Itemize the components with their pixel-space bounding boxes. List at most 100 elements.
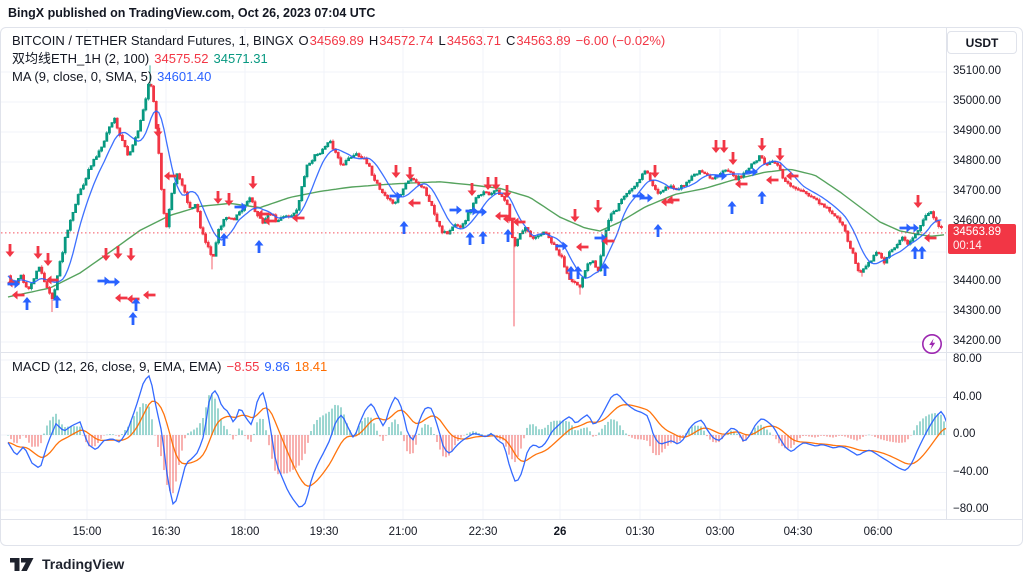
marker-l [143,290,156,300]
marker-l [735,179,748,189]
marker-d [224,193,234,206]
marker-u [573,266,583,279]
time-tick-label: 21:00 [388,526,418,538]
marker-d [483,177,493,190]
marker-d [43,253,53,266]
marker-d [719,140,729,153]
marker-r [449,205,462,215]
marker-d [728,152,738,165]
time-tick-label: 15:00 [72,526,102,538]
macd-signal-value: 18.41 [294,359,328,374]
marker-l [164,171,177,181]
marker-u [566,266,576,279]
last-price-value: 34563.89 [953,226,1001,238]
currency-toggle-button[interactable]: USDT [947,31,1017,54]
published-line: BingX published on TradingView.com, Oct … [8,6,376,20]
price-tick-label: 34800.00 [953,155,1001,167]
marker-r [107,277,120,287]
marker-r [7,279,20,289]
last-price-badge: 34563.89 00:14 [948,224,1016,254]
marker-u [52,295,62,308]
marker-d [775,148,785,161]
dual-ma-title: 双均线ETH_1H (2, 100) [12,51,150,66]
macd-tick-label: 0.00 [953,428,976,440]
marker-u [465,232,475,245]
dual-ma-value-2: 34571.31 [213,51,268,66]
marker-l [115,293,128,303]
marker-d [467,183,477,196]
tradingview-logo-text: TradingView [42,556,125,572]
marker-l [408,198,421,208]
chart-widget [0,27,1023,546]
marker-d [757,138,767,151]
marker-l [667,195,680,205]
marker-r [745,167,758,177]
time-tick-label: 22:30 [468,526,498,538]
marker-d [570,209,580,222]
macd-tick-label: 40.00 [953,390,982,403]
marker-u [503,229,513,242]
marker-r [714,171,727,181]
boost-icon[interactable] [921,333,943,355]
marker-d [33,246,43,259]
marker-r [899,223,912,233]
time-tick-label: 16:30 [151,526,181,538]
macd-tick-label: 80.00 [953,353,982,365]
marker-u [727,201,737,214]
marker-d [650,165,660,178]
ma-title: MA (9, close, 0, SMA, 5) [12,69,153,84]
marker-l [576,242,589,252]
marker-u [128,312,138,325]
dual-ma-value-1: 34575.52 [154,51,209,66]
marker-d [213,191,223,204]
marker-d [711,140,721,153]
bar-countdown: 00:14 [953,240,982,252]
marker-l [786,171,799,181]
marker-u [131,298,141,311]
marker-r [389,191,402,201]
macd-hist-value: −8.55 [226,359,260,374]
marker-d [405,167,415,180]
macd-tick-label: −40.00 [953,465,989,478]
marker-l [766,175,779,185]
price-tick-label: 34200.00 [953,335,1001,347]
marker-l [264,216,277,226]
marker-u [910,246,920,259]
marker-l [513,217,526,227]
marker-r [906,223,919,233]
marker-u [219,233,229,246]
marker-u [757,191,767,204]
macd-title: MACD (12, 26, close, 9, EMA, EMA) [12,359,222,374]
macd-tick-label: −80.00 [953,503,989,515]
open-value: 34569.89 [309,33,364,48]
marker-u [399,221,409,234]
time-tick-label: 19:30 [309,526,339,538]
marker-l [127,294,140,304]
open-label: O [298,33,309,48]
marker-l [495,211,508,221]
macd-legend[interactable]: MACD (12, 26, close, 9, EMA, EMA) −8.55 9.… [12,358,332,376]
time-tick-label: 18:00 [230,526,260,538]
high-label: H [368,33,379,48]
marker-l [661,197,674,207]
symbol-legend-row: BITCOIN / TETHER Standard Futures, 1, BI… [12,32,670,50]
marker-r [234,202,247,212]
marker-l [12,290,25,300]
marker-d [593,200,603,213]
low-value: 34563.71 [446,33,501,48]
signal-markers [5,124,937,325]
marker-u [478,231,488,244]
marker-d [391,165,401,178]
tradingview-logo[interactable]: TradingView [10,556,124,572]
tradingview-logo-mark [10,557,34,571]
main-legend[interactable]: BITCOIN / TETHER Standard Futures, 1, BI… [12,32,670,86]
marker-u [22,297,32,310]
time-tick-label: 26 [553,526,567,538]
marker-d [113,246,123,259]
price-tick-label: 35000.00 [953,95,1001,107]
high-value: 34572.74 [379,33,434,48]
marker-d [5,244,15,257]
price-tick-label: 34300.00 [953,305,1001,317]
